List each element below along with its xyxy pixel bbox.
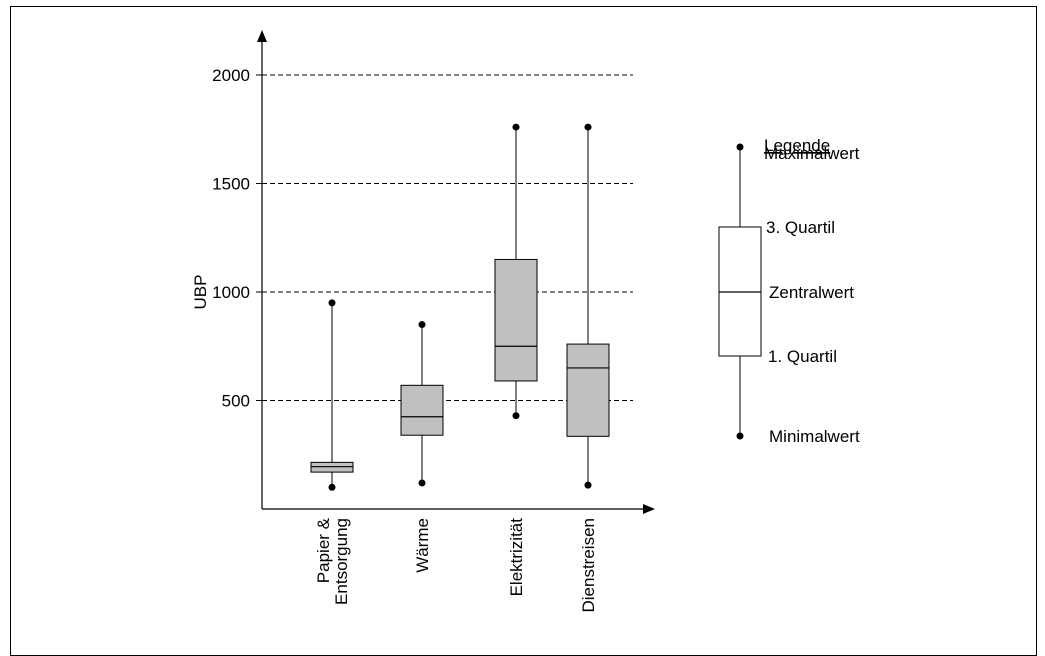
max-point [584,123,592,131]
y-tick-label-1500: 1500 [212,175,250,194]
legend-label-max: Maximalwert [764,144,860,163]
axes [257,30,655,514]
y-axis-label: UBP [191,275,210,310]
x-tick-label-3: Elektrizität [507,518,526,597]
max-point [328,299,336,307]
legend-label-q3: 3. Quartil [766,218,835,237]
legend-label-min: Minimalwert [769,427,860,446]
box-body [566,343,610,437]
x-tick-label-1: Papier &Entsorgung [314,517,351,605]
box-2 [400,321,444,487]
legend-min-point [736,432,744,440]
legend-label-q1: 1. Quartil [768,347,837,366]
legend-title: Legende [764,136,830,155]
box-1 [310,299,354,491]
max-point [418,321,426,329]
y-axis-arrow [257,30,267,42]
grid-lines [262,74,633,401]
legend-label-median: Zentralwert [769,283,854,302]
x-tick-labels: Papier &Entsorgung Wärme Elektrizität Diens… [314,517,598,612]
y-ticks: 500 1000 1500 2000 [212,66,262,411]
box-4 [566,123,610,489]
min-point [512,412,520,420]
box-3 [494,123,538,420]
box-body [494,258,538,382]
x-axis-arrow [643,504,655,514]
x-tick-label-4: Dienstreisen [579,518,598,613]
min-point [418,479,426,487]
min-point [328,483,336,491]
boxes [310,123,610,491]
box-body [400,384,444,436]
y-tick-label-500: 500 [222,392,250,411]
x-tick-label-2: Wärme [413,518,432,573]
y-tick-label-1000: 1000 [212,283,250,302]
min-point [584,481,592,489]
legend-max-point [736,143,744,151]
max-point [512,123,520,131]
boxplot-chart: 500 1000 1500 2000 Papier &Entsorgung Wärme E… [191,30,860,613]
y-tick-label-2000: 2000 [212,66,250,85]
